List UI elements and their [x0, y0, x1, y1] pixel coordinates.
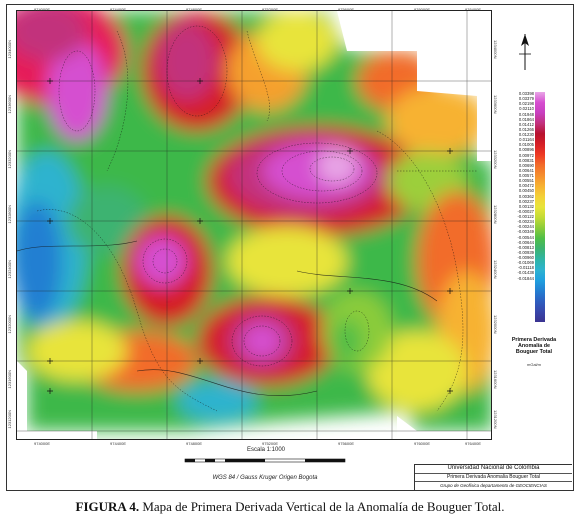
legend-value: -0.01069 [517, 260, 534, 266]
solid-contours [17, 240, 438, 396]
figure-label: FIGURA 4. [75, 499, 140, 514]
coord-right-4: 1232800N [493, 205, 498, 224]
legend-value: 0.00472 [518, 183, 534, 189]
legend-value: -0.00939 [517, 249, 534, 255]
legend-value: 0.03379 [518, 96, 534, 102]
legend-value: 0.00831 [518, 157, 534, 163]
group-name: Grupo de Geofísica departamento de GEOCI… [440, 483, 547, 488]
legend-value: 0.00972 [518, 152, 534, 158]
legend-color-bar [535, 92, 545, 322]
legend-title-line2: Anomalía de [517, 343, 551, 349]
legend-value: -0.00027 [517, 208, 534, 214]
coord-left-8: 1231200N [7, 410, 12, 429]
legend-value: 0.01864 [518, 116, 534, 122]
coord-bottom-6: 976000E [414, 441, 431, 446]
legend-value: 0.02110 [519, 106, 534, 112]
coord-right-7: 1231600N [493, 370, 498, 389]
coord-left-3: 1233200N [7, 150, 12, 169]
legend-value: -0.00234 [517, 219, 534, 225]
coord-bottom-2: 974400E [110, 441, 127, 446]
coord-right-8: 1231200N [493, 410, 498, 429]
coord-left-1: 1234000N [7, 40, 12, 59]
legend-unit: mGal/m [527, 362, 541, 367]
legend-value: -0.01438 [517, 270, 534, 276]
figure-caption-text: Mapa de Primera Derivada Vertical de la … [139, 499, 505, 514]
coord-bottom-5: 975600E [338, 441, 355, 446]
coord-right-1: 1234000N [493, 40, 498, 59]
legend-value: 0.01164 [519, 137, 534, 143]
coord-bottom-7: 976400E [465, 441, 482, 446]
coord-top-4: 975200E [262, 7, 279, 12]
coord-top-3: 974800E [186, 7, 203, 12]
institution-name: Universidad Nacional de Colombia [415, 465, 572, 474]
coord-bottom-3: 974800E [186, 441, 203, 446]
legend-value: 0.00237 [518, 198, 534, 204]
coord-top-1: 974000E [34, 7, 51, 12]
anomaly-map [16, 10, 492, 440]
scale-bar [184, 458, 346, 463]
coord-top-7: 976400E [465, 7, 482, 12]
legend-value: -0.00349 [517, 229, 534, 235]
legend-value: -0.00813 [517, 244, 534, 250]
legend-value: 0.00362 [518, 193, 534, 199]
legend-value: 0.00450 [518, 188, 534, 194]
legend-values: 0.03398 0.03379 0.02198 0.02110 0.01948 0.018… [510, 91, 534, 281]
coord-right-3: 1233200N [493, 150, 498, 169]
legend-value: -0.00960 [517, 255, 534, 260]
map-title: Primera Derivada Anomalia Bouguer Total [415, 473, 572, 482]
title-block: Universidad Nacional de Colombia Primera… [414, 464, 572, 490]
map-grid [17, 11, 491, 439]
projection-label: WGS 84 / Gauss Kruger Origen Bogota [212, 475, 318, 481]
legend-title-line3: Bouguer Total [515, 349, 553, 355]
anomaly-surface [17, 11, 491, 439]
legend-value: 0.01005 [518, 142, 534, 148]
legend-value: -0.00544 [517, 234, 534, 240]
legend-value: 0.00896 [518, 147, 534, 153]
legend-value: 0.01948 [518, 111, 534, 117]
coord-top-6: 976000E [414, 7, 431, 12]
legend-value: 0.00551 [518, 178, 534, 184]
north-arrow-icon [519, 34, 531, 70]
legend-value: 0.00132 [518, 203, 534, 209]
legend-title: Primera Derivada Anomalía de Bouguer Tot… [498, 337, 570, 355]
legend-value: 0.01266 [518, 126, 534, 132]
legend-value: 0.03398 [518, 91, 534, 96]
legend-value: 0.00641 [518, 167, 534, 173]
coord-left-2: 1233600N [7, 95, 12, 114]
coord-top-2: 974400E [110, 7, 127, 12]
coord-right-5: 1232400N [493, 260, 498, 279]
color-field [17, 11, 491, 431]
legend-title-line1: Primera Derivada [511, 337, 557, 343]
legend-value: 0.00571 [518, 173, 534, 178]
coord-right-6: 1232000N [493, 315, 498, 334]
legend-value: 0.01412 [518, 121, 534, 127]
figure-caption: FIGURA 4. Mapa de Primera Derivada Verti… [0, 499, 580, 515]
coord-bottom-4: 975200E [262, 441, 279, 446]
legend-value: -0.00644 [517, 239, 534, 245]
coord-bottom-1: 974000E [34, 441, 51, 446]
legend-value: -0.01118 [518, 265, 534, 271]
legend-value: 0.02198 [518, 101, 534, 107]
legend-value: 0.00690 [518, 162, 534, 168]
scale-label: Escala 1:1000 [246, 447, 286, 453]
coord-right-2: 1233600N [493, 95, 498, 114]
contour-lines [36, 25, 477, 412]
coord-left-7: 1231600N [7, 370, 12, 389]
coord-top-5: 975600E [338, 7, 355, 12]
legend-value: -0.00244 [517, 224, 534, 230]
legend-value: -0.00122 [517, 214, 534, 219]
coord-left-4: 1232800N [7, 205, 12, 224]
legend-value: -0.01844 [517, 275, 534, 281]
grid-crosses [47, 78, 453, 394]
coord-left-5: 1232400N [7, 260, 12, 279]
coord-left-6: 1232000N [7, 315, 12, 334]
legend-value: 0.01230 [518, 132, 534, 137]
